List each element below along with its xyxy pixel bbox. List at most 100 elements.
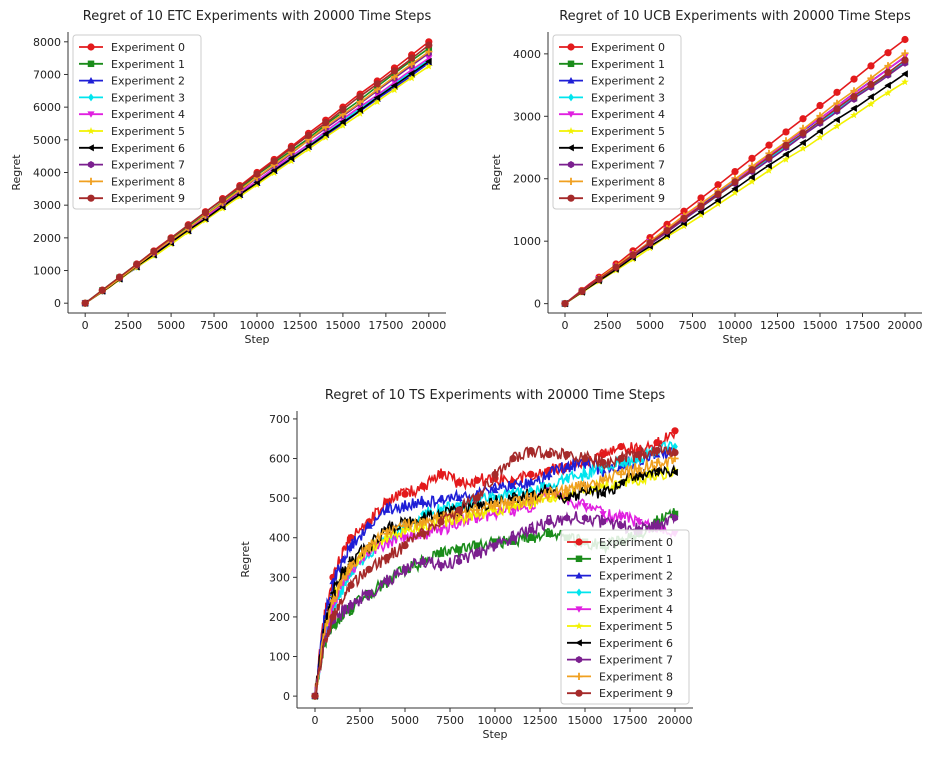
legend-marker bbox=[87, 43, 95, 51]
data-point bbox=[401, 502, 409, 509]
data-point bbox=[373, 92, 381, 99]
data-point bbox=[748, 154, 756, 162]
legend-marker bbox=[87, 144, 94, 152]
data-point bbox=[714, 199, 722, 208]
x-tick-label: 20000 bbox=[411, 319, 446, 332]
legend-item: Experiment 4 bbox=[559, 108, 665, 121]
legend-marker bbox=[87, 177, 95, 185]
data-point bbox=[329, 597, 337, 605]
y-axis-label: Regret bbox=[490, 154, 503, 191]
series-7 bbox=[311, 511, 679, 700]
legend-item: Experiment 6 bbox=[559, 142, 665, 155]
data-point bbox=[697, 211, 705, 219]
data-point bbox=[816, 101, 824, 110]
y-tick-label: 1000 bbox=[513, 235, 541, 248]
legend-marker bbox=[575, 555, 583, 563]
data-point bbox=[731, 188, 739, 196]
legend-label: Experiment 7 bbox=[599, 654, 673, 667]
data-point bbox=[672, 442, 678, 451]
data-point bbox=[347, 601, 355, 609]
data-point bbox=[455, 506, 463, 514]
y-axis-label: Regret bbox=[10, 154, 23, 191]
data-point bbox=[383, 553, 391, 562]
data-point bbox=[599, 511, 607, 518]
y-tick-label: 500 bbox=[269, 492, 290, 505]
data-point bbox=[697, 202, 705, 210]
x-tick-label: 20000 bbox=[888, 319, 923, 332]
x-tick-label: 5000 bbox=[391, 714, 419, 727]
data-point bbox=[850, 75, 858, 83]
legend-item: Experiment 6 bbox=[79, 142, 185, 155]
data-point bbox=[671, 427, 679, 435]
legend-label: Experiment 2 bbox=[599, 570, 673, 583]
data-point bbox=[731, 185, 738, 193]
data-point bbox=[867, 62, 875, 70]
data-point bbox=[347, 542, 355, 549]
legend-item: Experiment 0 bbox=[79, 41, 185, 54]
data-point bbox=[563, 450, 571, 459]
y-tick-label: 4000 bbox=[513, 48, 541, 61]
y-tick-label: 200 bbox=[269, 611, 290, 624]
data-point bbox=[901, 70, 908, 78]
data-point bbox=[373, 94, 381, 102]
legend-item: Experiment 3 bbox=[79, 91, 185, 104]
chart-title: Regret of 10 ETC Experiments with 20000 … bbox=[83, 9, 432, 24]
legend: Experiment 0 Experiment 1 Experiment 2 Expe… bbox=[552, 34, 682, 210]
y-tick-label: 600 bbox=[269, 453, 290, 466]
legend-label: Experiment 5 bbox=[599, 620, 673, 633]
data-point bbox=[438, 506, 444, 514]
legend-item: Experiment 7 bbox=[79, 159, 185, 172]
data-point bbox=[419, 530, 427, 538]
y-tick-label: 2000 bbox=[33, 232, 61, 245]
data-point bbox=[527, 447, 535, 455]
chart-title: Regret of 10 UCB Experiments with 20000 … bbox=[559, 9, 911, 24]
data-point bbox=[401, 522, 409, 530]
data-point bbox=[599, 458, 607, 467]
x-tick-label: 7500 bbox=[679, 319, 707, 332]
legend-item: Experiment 4 bbox=[79, 108, 185, 121]
data-point bbox=[671, 468, 678, 476]
y-tick-label: 0 bbox=[283, 690, 290, 703]
legend-item: Experiment 7 bbox=[567, 654, 673, 667]
data-point bbox=[731, 178, 739, 186]
data-point bbox=[365, 542, 373, 550]
data-point bbox=[425, 41, 433, 49]
data-point bbox=[599, 518, 607, 526]
legend-marker bbox=[568, 93, 574, 102]
data-point bbox=[581, 514, 589, 522]
data-point bbox=[799, 144, 807, 152]
x-tick-label: 15000 bbox=[325, 319, 360, 332]
data-point bbox=[98, 286, 106, 294]
data-point bbox=[833, 105, 841, 113]
legend-label: Experiment 6 bbox=[591, 142, 665, 155]
data-point bbox=[408, 54, 416, 62]
data-point bbox=[635, 470, 642, 478]
y-tick-label: 300 bbox=[269, 571, 290, 584]
data-point bbox=[635, 519, 643, 526]
data-point bbox=[816, 117, 824, 125]
data-point bbox=[455, 546, 463, 553]
data-point bbox=[322, 133, 330, 141]
data-point bbox=[339, 118, 346, 126]
legend-item: Experiment 0 bbox=[559, 41, 665, 54]
legend-marker bbox=[87, 161, 95, 169]
legend-label: Experiment 2 bbox=[111, 75, 185, 88]
data-point bbox=[383, 506, 391, 513]
legend-marker bbox=[575, 656, 583, 664]
data-point bbox=[884, 68, 892, 76]
y-tick-label: 7000 bbox=[33, 68, 61, 81]
data-point bbox=[407, 74, 416, 82]
legend-item: Experiment 0 bbox=[567, 536, 673, 549]
legend-label: Experiment 1 bbox=[599, 553, 673, 566]
data-point bbox=[509, 482, 517, 490]
x-tick-label: 17500 bbox=[613, 714, 648, 727]
x-tick-label: 17500 bbox=[368, 319, 403, 332]
legend-item: Experiment 5 bbox=[567, 620, 673, 633]
legend-label: Experiment 3 bbox=[599, 586, 673, 599]
data-point bbox=[867, 80, 875, 89]
data-point bbox=[816, 133, 824, 141]
data-point bbox=[901, 49, 909, 57]
data-point bbox=[437, 494, 445, 501]
y-axis-label: Regret bbox=[239, 541, 252, 578]
legend-item: Experiment 2 bbox=[559, 75, 665, 88]
